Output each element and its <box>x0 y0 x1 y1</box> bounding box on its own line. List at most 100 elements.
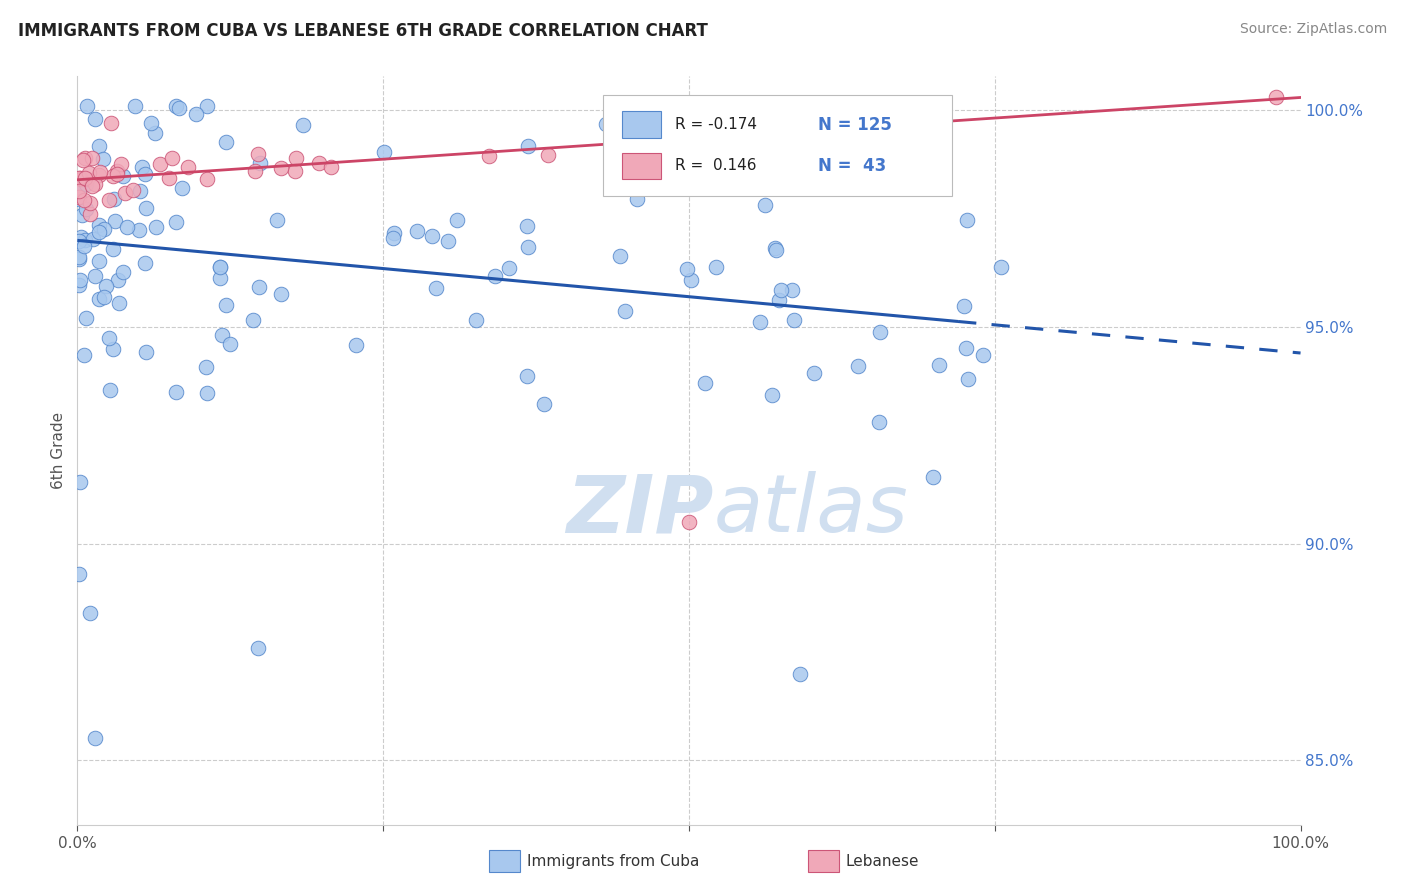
Point <box>77 166 100 180</box>
Point <box>247 280 270 294</box>
Point <box>270 287 292 301</box>
Point <box>177 161 200 175</box>
Point <box>516 369 538 384</box>
Point <box>247 640 270 655</box>
Bar <box>621 112 661 137</box>
Point <box>105 167 128 181</box>
Point <box>67 235 90 249</box>
Text: R = -0.174: R = -0.174 <box>675 117 758 132</box>
Point <box>247 146 270 161</box>
Point <box>990 260 1012 275</box>
Point <box>84 731 107 746</box>
Text: atlas: atlas <box>713 471 908 549</box>
Point <box>93 221 115 235</box>
Point <box>209 260 232 274</box>
Point <box>76 171 98 186</box>
Point <box>922 470 945 484</box>
Point <box>291 118 314 132</box>
Point <box>803 366 825 380</box>
Point <box>170 181 193 195</box>
Point <box>75 202 97 216</box>
Point <box>243 164 266 178</box>
Point <box>478 149 501 163</box>
Text: ZIP: ZIP <box>567 471 713 549</box>
Point <box>765 244 787 258</box>
Point <box>67 190 90 204</box>
Point <box>135 201 157 215</box>
Point <box>73 151 96 165</box>
Point <box>128 223 150 237</box>
Text: IMMIGRANTS FROM CUBA VS LEBANESE 6TH GRADE CORRELATION CHART: IMMIGRANTS FROM CUBA VS LEBANESE 6TH GRA… <box>18 22 709 40</box>
Point <box>135 345 157 359</box>
Point <box>70 230 93 244</box>
Point <box>79 207 101 221</box>
Point <box>143 127 166 141</box>
Point <box>761 388 783 402</box>
Point <box>67 180 90 194</box>
Point <box>82 151 104 165</box>
Point <box>87 254 110 268</box>
Point <box>73 347 96 361</box>
Point <box>131 160 153 174</box>
Point <box>91 152 114 166</box>
Text: Lebanese: Lebanese <box>845 855 918 869</box>
Point <box>149 157 172 171</box>
Point <box>93 290 115 304</box>
Point <box>406 224 429 238</box>
Text: N = 125: N = 125 <box>818 116 891 134</box>
Point <box>446 212 468 227</box>
Point <box>249 156 271 170</box>
Point <box>956 212 979 227</box>
Point <box>382 226 405 240</box>
Point <box>67 192 90 206</box>
Point <box>676 261 699 276</box>
Point <box>749 315 772 329</box>
Point <box>105 164 128 178</box>
Point <box>194 360 217 375</box>
Point <box>780 283 803 297</box>
Point <box>115 219 138 234</box>
Point <box>319 160 342 174</box>
Point <box>73 239 96 253</box>
Point <box>67 184 90 198</box>
Text: N =  43: N = 43 <box>818 157 886 175</box>
Point <box>344 338 367 352</box>
Point <box>693 376 716 390</box>
Point <box>104 214 127 228</box>
FancyBboxPatch shape <box>603 95 952 195</box>
Point <box>112 265 135 279</box>
Point <box>94 279 117 293</box>
Point <box>195 99 218 113</box>
Point <box>373 145 395 159</box>
Y-axis label: 6th Grade: 6th Grade <box>51 412 66 489</box>
Point <box>498 260 520 275</box>
Point <box>868 415 890 429</box>
Point <box>124 99 146 113</box>
Point <box>184 106 207 120</box>
Point <box>165 385 187 400</box>
Point <box>517 138 540 153</box>
Point <box>735 163 758 178</box>
Bar <box>621 153 661 178</box>
Point <box>112 169 135 183</box>
Point <box>425 281 447 295</box>
Point <box>211 327 233 342</box>
Point <box>595 117 617 131</box>
Point <box>420 229 443 244</box>
Point <box>465 313 488 327</box>
Point <box>103 242 125 256</box>
Point <box>79 606 101 620</box>
Point <box>754 198 776 212</box>
Point <box>89 292 111 306</box>
Point <box>69 475 91 489</box>
Point <box>219 337 242 351</box>
Point <box>195 172 218 186</box>
Point <box>270 161 292 175</box>
Point <box>75 177 97 191</box>
Point <box>437 234 460 248</box>
Point <box>108 296 131 310</box>
Point <box>67 278 90 293</box>
Point <box>75 233 97 247</box>
Point <box>681 272 703 286</box>
Point <box>101 343 124 357</box>
